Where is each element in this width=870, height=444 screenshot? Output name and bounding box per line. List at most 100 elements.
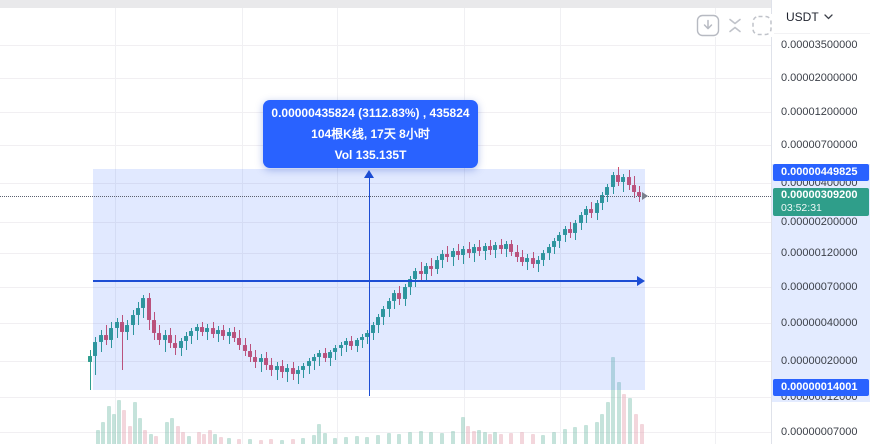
quote-currency-dropdown[interactable]: USDT [772, 0, 870, 34]
candle-wick [318, 350, 320, 366]
candle [232, 332, 236, 338]
candle [264, 358, 268, 365]
collapse-icon[interactable] [723, 14, 747, 37]
volume-bar [552, 432, 556, 444]
candle-wick [297, 366, 299, 384]
volume-bar [634, 414, 638, 444]
candle [157, 333, 161, 340]
candle [120, 322, 124, 332]
candle [456, 251, 460, 255]
candle-wick [329, 350, 331, 366]
candle [520, 257, 524, 262]
volume-bar [606, 402, 610, 444]
candle [477, 247, 481, 251]
volume-bar [419, 431, 423, 444]
volume-bar [213, 434, 217, 444]
volume-bar [365, 437, 369, 444]
candle [584, 209, 588, 215]
candle-wick [452, 248, 454, 266]
candle-wick [340, 342, 342, 356]
candle [243, 345, 247, 351]
candle [424, 266, 428, 274]
current-price-marker-icon [642, 192, 648, 200]
chart-surface[interactable]: 0.00000435824 (3112.83%) , 435824 104根K线… [0, 8, 771, 444]
candle [611, 175, 615, 187]
download-icon[interactable] [696, 14, 720, 37]
volume-bar [138, 418, 142, 444]
volume-bar [317, 424, 321, 444]
candle-wick [276, 362, 278, 380]
candle [131, 315, 135, 325]
candle-wick [206, 324, 208, 340]
candle [93, 342, 97, 356]
candle [248, 351, 252, 357]
price-axis[interactable]: USDT 0.00003500000 0.00002000000 0.0000120… [771, 0, 870, 444]
price-tick-label: 0.00002000000 [781, 72, 858, 84]
candle-wick [484, 243, 486, 260]
candle [440, 254, 444, 260]
candle [541, 253, 545, 260]
candle [451, 251, 455, 257]
volume-bar [376, 435, 380, 444]
volume-bar [128, 426, 132, 444]
volume-bar [112, 414, 116, 444]
volume-bar [509, 433, 513, 444]
candle [237, 338, 241, 345]
candle [600, 195, 604, 203]
candle [445, 254, 449, 257]
candle [291, 368, 295, 374]
candle [205, 328, 209, 332]
volume-bar [165, 422, 169, 444]
volume-bar [227, 438, 231, 444]
volume-bar [154, 436, 158, 444]
volume-bar [259, 440, 263, 444]
candle [499, 245, 503, 249]
candle [536, 260, 540, 264]
candle [547, 247, 551, 253]
candle [312, 357, 316, 361]
candle [253, 357, 257, 362]
measure-vertical-arrow[interactable] [368, 173, 370, 396]
tooltip-price-change: 0.00000435824 (3112.83%) , 435824 [271, 105, 470, 120]
volume-bar [122, 410, 126, 444]
volume-bar [563, 429, 567, 444]
volume-bar [488, 434, 492, 444]
volume-bar [387, 433, 391, 444]
candle [552, 241, 556, 247]
candle-wick [494, 242, 496, 258]
price-tick-label: 0.00000200000 [781, 216, 858, 228]
price-tick-label: 0.00000007000 [781, 426, 858, 438]
candle-wick [228, 328, 230, 344]
volume-bar [237, 439, 241, 444]
candle [413, 271, 417, 279]
candle [344, 341, 348, 345]
quote-currency-label: USDT [786, 9, 819, 24]
h-gridline [0, 287, 771, 288]
volume-bar [451, 431, 455, 444]
candle [387, 301, 391, 309]
candle [259, 358, 263, 362]
v-gridline [115, 8, 116, 444]
volume-bar [440, 433, 444, 444]
range-low-price-label: 0.00000014001 [773, 378, 869, 396]
volume-bar [333, 438, 337, 444]
candle-wick [526, 254, 528, 270]
candle [125, 325, 129, 332]
volume-bar [107, 406, 111, 444]
volume-bar [429, 432, 433, 444]
price-tick-label: 0.00000020000 [781, 355, 858, 367]
candle-wick [366, 330, 368, 344]
candle [563, 229, 567, 235]
candle [376, 317, 380, 325]
range-high-price-label: 0.00000449825 [773, 163, 869, 181]
candle [408, 279, 412, 287]
h-gridline [0, 78, 771, 79]
measure-horizontal-arrow[interactable] [93, 280, 641, 282]
v-gridline [560, 8, 561, 444]
screenshot-frame-icon[interactable] [750, 14, 774, 37]
volume-bar [280, 440, 284, 444]
candle [589, 209, 593, 213]
volume-bar [248, 439, 252, 444]
candle [339, 345, 343, 348]
candle [136, 308, 140, 315]
